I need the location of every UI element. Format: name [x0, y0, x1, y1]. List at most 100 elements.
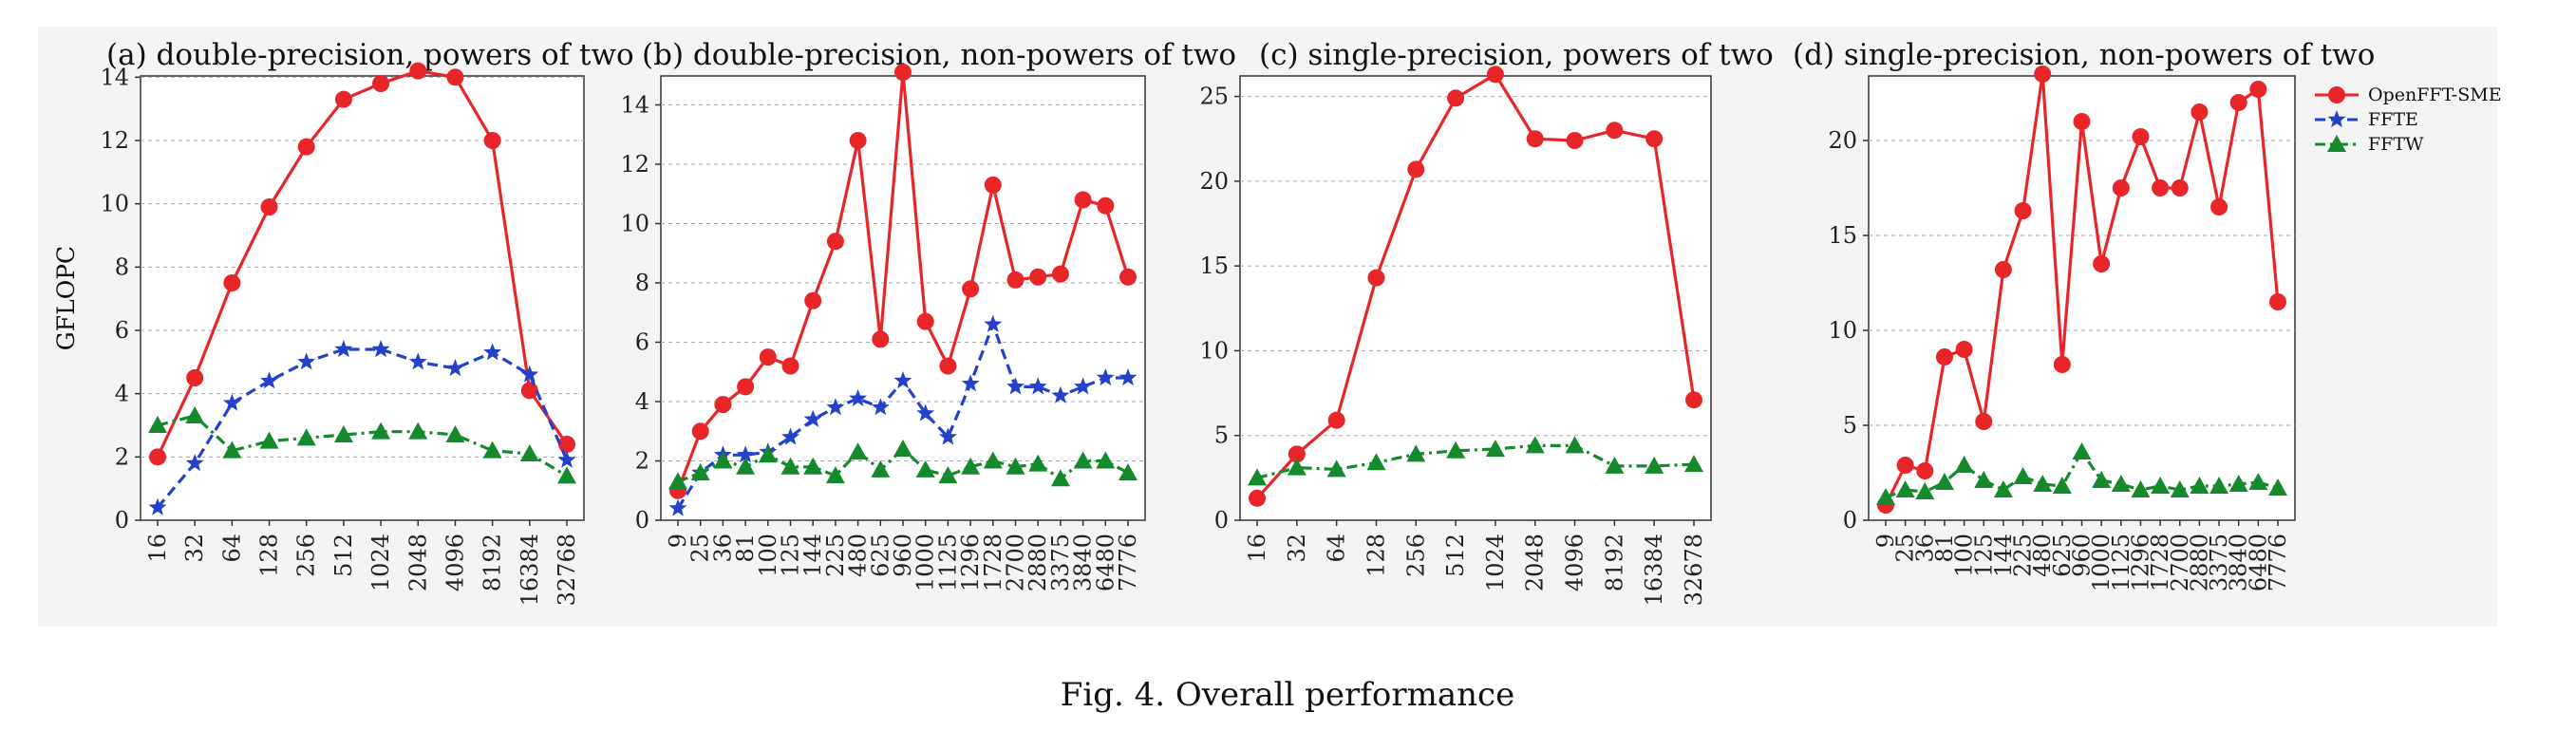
- data-point: [520, 382, 538, 400]
- legend-marker: [2327, 110, 2346, 128]
- data-point: [1249, 489, 1266, 507]
- x-tick-label: 32: [181, 534, 208, 563]
- data-point: [916, 312, 934, 330]
- series-line: [156, 69, 569, 458]
- data-point: [334, 340, 353, 358]
- x-tick-label: 64: [1324, 534, 1350, 563]
- data-point: [1605, 456, 1625, 474]
- x-tick-label: 9: [665, 534, 691, 548]
- x-tick-label: 625: [2049, 534, 2076, 577]
- x-tick-label: 2048: [404, 534, 431, 591]
- data-point: [260, 371, 279, 389]
- data-point: [1006, 457, 1025, 475]
- data-point: [1327, 411, 1345, 429]
- data-point: [2073, 113, 2091, 130]
- y-tick-label: 4: [115, 381, 129, 407]
- data-point: [759, 348, 777, 366]
- x-tick-label: 625: [867, 534, 893, 577]
- data-point: [1446, 440, 1466, 459]
- data-point: [1326, 459, 1346, 478]
- data-point: [825, 466, 845, 484]
- y-tick-label: 0: [1214, 507, 1229, 534]
- data-point: [1029, 268, 1047, 286]
- panel-title: (a) double-precision, powers of two: [106, 38, 634, 72]
- data-point: [1895, 480, 1915, 497]
- data-point: [2013, 467, 2033, 484]
- y-tick-label: 20: [1199, 168, 1229, 195]
- data-point: [1074, 377, 1093, 395]
- data-point: [803, 457, 823, 475]
- x-tick-label: 9: [1872, 534, 1899, 548]
- data-point: [1028, 377, 1047, 395]
- data-point: [185, 454, 204, 472]
- y-tick-label: 0: [115, 507, 129, 534]
- data-point: [668, 498, 687, 516]
- y-tick-label: 0: [635, 507, 649, 534]
- x-tick-label: 1024: [1482, 534, 1509, 591]
- data-point: [2072, 442, 2092, 459]
- legend-marker: [2328, 86, 2345, 103]
- y-tick-label: 12: [100, 127, 129, 154]
- x-tick-label: 25: [1892, 534, 1919, 563]
- x-tick-label: 36: [1911, 534, 1938, 563]
- data-point: [2111, 475, 2131, 492]
- data-point: [1288, 445, 1306, 463]
- series-line: [1256, 443, 1695, 479]
- data-point: [520, 365, 539, 383]
- data-point: [938, 427, 957, 445]
- data-point: [781, 427, 799, 445]
- data-point: [871, 398, 890, 416]
- x-tick-label: 1024: [367, 534, 394, 591]
- x-tick-label: 960: [2069, 534, 2096, 577]
- x-tick-label: 7776: [1115, 534, 1141, 591]
- data-point: [1050, 469, 1070, 487]
- data-point: [2092, 471, 2112, 488]
- x-tick-label: 1000: [912, 534, 939, 591]
- series-openfft-sme: [1249, 66, 1702, 507]
- x-tick-label: 1000: [2088, 534, 2115, 591]
- data-point: [1645, 456, 1664, 474]
- data-point: [2093, 255, 2111, 272]
- data-point: [483, 132, 501, 149]
- data-point: [1119, 268, 1137, 286]
- data-point: [872, 330, 890, 348]
- data-point: [1954, 456, 1974, 473]
- x-tick-label: 7776: [2265, 534, 2291, 591]
- data-point: [1367, 269, 1385, 287]
- y-tick-label: 6: [635, 329, 649, 356]
- data-point: [1097, 197, 1115, 215]
- data-point: [1119, 463, 1138, 480]
- data-point: [1248, 468, 1267, 486]
- x-tick-label: 960: [890, 534, 916, 577]
- y-tick-label: 14: [100, 64, 129, 90]
- data-point: [2229, 94, 2247, 111]
- data-point: [408, 352, 427, 370]
- data-point: [371, 422, 391, 440]
- data-point: [1915, 482, 1935, 499]
- data-point: [1119, 368, 1138, 386]
- y-tick-label: 15: [1828, 222, 1857, 249]
- data-point: [483, 343, 502, 361]
- y-tick-label: 6: [115, 317, 129, 344]
- data-point: [482, 440, 502, 459]
- data-point: [185, 406, 205, 423]
- legend-label: FFTW: [2368, 134, 2424, 155]
- data-point: [1645, 130, 1664, 148]
- data-point: [557, 466, 576, 484]
- data-point: [1406, 444, 1426, 462]
- data-point: [894, 64, 912, 82]
- data-point: [409, 62, 427, 80]
- series-ffte: [148, 340, 576, 515]
- x-tick-label: 8192: [479, 534, 506, 591]
- x-tick-label: 36: [709, 534, 736, 563]
- plot-area: [140, 75, 585, 521]
- y-tick-label: 10: [620, 211, 649, 237]
- x-tick-label: 512: [330, 534, 357, 577]
- series-line: [157, 414, 568, 478]
- data-point: [668, 472, 687, 490]
- data-point: [557, 450, 576, 468]
- data-point: [690, 463, 710, 480]
- series-line: [677, 447, 1129, 483]
- x-tick-label: 6480: [2245, 534, 2271, 591]
